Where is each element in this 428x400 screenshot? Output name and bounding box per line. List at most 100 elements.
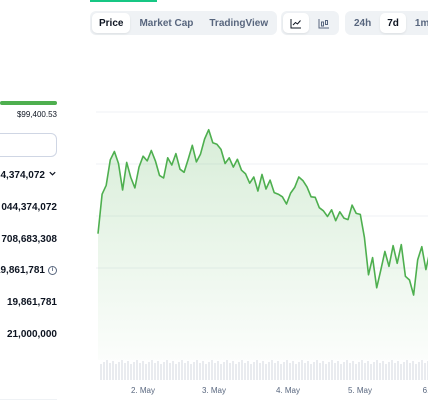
volume-bar xyxy=(346,360,348,380)
chart-style-tabs xyxy=(281,11,339,35)
tab-1m[interactable]: 1m xyxy=(414,17,428,29)
max-supply-value: 21,000,000 xyxy=(6,329,57,340)
volume-bar xyxy=(217,361,219,380)
volume-bar xyxy=(109,363,111,380)
price-line xyxy=(97,128,428,296)
volume-bar xyxy=(334,363,336,380)
tab-tradingview[interactable]: TradingView xyxy=(209,17,269,29)
tab-market-cap[interactable]: Market Cap xyxy=(139,17,194,29)
volume-bar xyxy=(133,362,135,380)
circulating-value: 19,861,781 xyxy=(0,265,45,276)
volume-bar xyxy=(130,364,132,380)
volume-bar xyxy=(394,363,396,380)
volume-bar xyxy=(388,362,390,380)
volume-bar xyxy=(250,364,252,380)
volume-bar xyxy=(391,360,393,380)
volume-bar xyxy=(310,364,312,380)
stats-panel: $99,400.53 4,374,072 044,374,072 708,683… xyxy=(0,0,62,400)
stats-dropdown-field[interactable] xyxy=(0,133,57,157)
price-area xyxy=(98,129,428,360)
info-icon[interactable]: i xyxy=(48,266,57,275)
volume-bar xyxy=(241,360,243,380)
volume-bar xyxy=(349,363,351,380)
volume-bar xyxy=(199,363,201,380)
x-axis-label: 2. May xyxy=(131,386,155,395)
volume-bar xyxy=(421,360,423,380)
volume-bar xyxy=(160,364,162,380)
volume-bar xyxy=(142,361,144,380)
volume-bar xyxy=(358,362,360,380)
volume-bar xyxy=(265,364,267,380)
volume-bar xyxy=(112,361,114,380)
volume-bar xyxy=(193,362,195,380)
candlestick-chart-icon[interactable] xyxy=(311,13,337,33)
volume-bar xyxy=(286,360,288,380)
volume-bar xyxy=(229,363,231,380)
volume-bar xyxy=(181,360,183,380)
volume-bar xyxy=(211,360,213,380)
volume-bar xyxy=(247,361,249,380)
chart-type-tabs: Price Market Cap TradingView xyxy=(90,11,278,35)
volume-bar xyxy=(202,361,204,380)
volume-bar xyxy=(271,360,273,380)
line-chart-icon[interactable] xyxy=(283,13,309,33)
volume-bar xyxy=(280,364,282,380)
volume-bar xyxy=(313,362,315,380)
volume-bar xyxy=(412,361,414,380)
market-cap-row[interactable]: 4,374,072 xyxy=(1,169,58,181)
tab-24h[interactable]: 24h xyxy=(354,17,372,29)
fdv-value: 044,374,072 xyxy=(1,202,57,213)
price-range-fill xyxy=(0,101,57,105)
volume-bar xyxy=(256,360,258,380)
volume-bar xyxy=(232,361,234,380)
tab-price[interactable]: Price xyxy=(92,13,131,33)
volume-bar xyxy=(178,362,180,380)
volume-bar xyxy=(400,364,402,380)
volume-bar xyxy=(106,360,108,380)
volume-bar xyxy=(220,364,222,380)
volume-bar xyxy=(184,363,186,380)
volume-bar xyxy=(127,361,129,380)
volume-bar xyxy=(409,363,411,380)
volume-bar xyxy=(268,362,270,380)
volume-bar xyxy=(259,363,261,380)
volume-bar xyxy=(370,364,372,380)
volume-bar xyxy=(190,364,192,380)
volume-bar xyxy=(151,360,153,380)
volume-bar xyxy=(172,361,174,380)
volume-bar xyxy=(244,363,246,380)
price-range-high: $99,400.53 xyxy=(16,110,57,119)
volume-bar xyxy=(118,362,120,380)
total-supply-value: 19,861,781 xyxy=(6,297,57,308)
volume-bar xyxy=(397,361,399,380)
volume-bar xyxy=(403,362,405,380)
volume-bar xyxy=(289,363,291,380)
tab-7d[interactable]: 7d xyxy=(380,13,406,33)
volume-bar xyxy=(337,361,339,380)
x-axis-label: 3. May xyxy=(202,386,226,395)
volume-bar xyxy=(277,361,279,380)
volume-bar xyxy=(355,364,357,380)
volume-bar xyxy=(343,362,345,380)
volume-bar xyxy=(136,360,138,380)
chevron-down-icon[interactable] xyxy=(48,169,57,181)
volume-bar xyxy=(295,364,297,380)
volume-bar xyxy=(385,364,387,380)
volume-bar xyxy=(154,363,156,380)
volume-bar xyxy=(214,363,216,380)
price-chart[interactable]: 2. May 3. May 4. May 5. May 6. xyxy=(96,60,428,400)
volume-bar xyxy=(424,363,426,380)
volume-bar xyxy=(373,362,375,380)
volume-bar xyxy=(226,360,228,380)
volume-bar xyxy=(124,363,126,380)
volume-bar xyxy=(166,360,168,380)
volume-bar xyxy=(340,364,342,380)
volume-bar xyxy=(301,360,303,380)
x-axis-label: 4. May xyxy=(276,386,300,395)
time-range-tabs: 24h 7d 1m xyxy=(345,11,428,35)
volume-bar xyxy=(157,361,159,380)
volume-bar xyxy=(418,362,420,380)
volume-bar xyxy=(145,364,147,380)
volume-bar xyxy=(352,361,354,380)
volume-bar xyxy=(325,364,327,380)
